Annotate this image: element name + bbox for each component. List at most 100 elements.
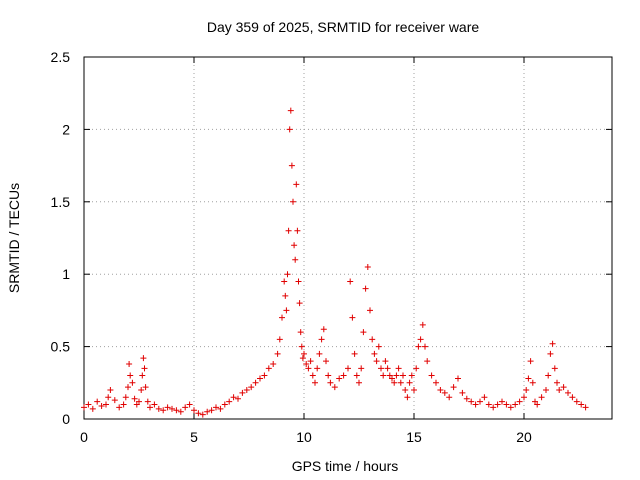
data-point xyxy=(296,300,303,307)
data-point xyxy=(270,360,277,367)
data-point xyxy=(122,394,129,401)
data-point xyxy=(127,372,134,379)
data-point xyxy=(353,372,360,379)
data-point xyxy=(378,365,384,372)
data-point xyxy=(208,407,215,414)
data-point xyxy=(316,350,323,357)
data-point xyxy=(287,107,294,114)
y-tick-label: 2 xyxy=(62,121,70,137)
data-point xyxy=(549,340,556,347)
data-point xyxy=(565,389,571,396)
data-point xyxy=(213,404,219,411)
data-point xyxy=(94,398,101,405)
data-point xyxy=(364,263,371,270)
data-point xyxy=(371,350,378,357)
data-point xyxy=(551,365,558,372)
data-point xyxy=(411,387,417,394)
data-point xyxy=(116,404,123,411)
data-point xyxy=(274,350,281,357)
data-point xyxy=(217,405,224,412)
data-point xyxy=(556,387,563,394)
data-point xyxy=(282,292,289,299)
data-point xyxy=(419,321,426,328)
data-point xyxy=(303,360,310,367)
data-point xyxy=(120,401,127,408)
data-point xyxy=(320,326,327,333)
data-point xyxy=(477,398,483,405)
data-point xyxy=(503,401,510,408)
data-point xyxy=(314,365,321,372)
data-point xyxy=(295,278,302,285)
data-point xyxy=(446,394,453,401)
data-point xyxy=(395,365,402,372)
data-point xyxy=(404,394,411,401)
data-point xyxy=(389,375,395,382)
data-point xyxy=(408,372,415,379)
data-point xyxy=(279,314,285,321)
data-point xyxy=(136,398,142,405)
data-point xyxy=(107,387,114,394)
data-point xyxy=(141,365,148,372)
data-point xyxy=(283,307,290,314)
data-point xyxy=(472,401,479,408)
data-point xyxy=(309,372,316,379)
data-point xyxy=(290,198,296,205)
data-point xyxy=(433,379,439,386)
data-point xyxy=(288,162,295,169)
data-point xyxy=(239,389,246,396)
data-point xyxy=(297,329,304,336)
data-point xyxy=(422,343,428,350)
data-point xyxy=(428,372,435,379)
y-tick-label: 1.5 xyxy=(51,194,71,210)
data-point xyxy=(349,314,356,321)
data-point xyxy=(98,402,105,409)
data-point xyxy=(521,394,527,401)
data-point xyxy=(367,307,373,314)
data-point xyxy=(336,375,343,382)
data-point xyxy=(312,379,318,386)
data-point xyxy=(331,384,338,391)
data-point xyxy=(351,350,358,357)
data-point xyxy=(507,404,514,411)
data-point xyxy=(547,350,554,357)
y-tick-label: 0 xyxy=(62,411,70,427)
y-tick-labels: 0 0.5 1 1.5 2 2.5 xyxy=(51,49,71,427)
data-point xyxy=(257,375,263,382)
data-point xyxy=(318,336,325,343)
data-point xyxy=(534,401,541,408)
data-point xyxy=(413,365,420,372)
data-point xyxy=(261,372,268,379)
data-point xyxy=(177,408,184,415)
x-tick-label: 20 xyxy=(516,429,532,445)
y-tick-label: 2.5 xyxy=(51,49,71,65)
x-tick-label: 15 xyxy=(406,429,422,445)
data-point xyxy=(373,358,380,365)
data-point xyxy=(468,398,475,405)
data-point xyxy=(85,401,92,408)
data-point xyxy=(226,398,233,405)
data-point xyxy=(459,389,466,396)
plot-frame xyxy=(83,56,613,420)
data-point xyxy=(406,379,413,386)
data-point xyxy=(252,379,259,386)
data-point xyxy=(276,336,283,343)
data-point xyxy=(186,401,193,408)
data-point xyxy=(243,387,250,394)
data-point xyxy=(325,372,332,379)
y-axis-label: SRMTID / TECUs xyxy=(6,183,22,293)
data-point xyxy=(523,387,530,394)
data-point xyxy=(527,358,534,365)
data-point xyxy=(424,358,431,365)
data-point xyxy=(347,278,354,285)
x-tick-label: 10 xyxy=(296,429,312,445)
data-point xyxy=(402,387,409,394)
data-point xyxy=(142,384,149,391)
data-point xyxy=(543,387,549,394)
data-point xyxy=(545,372,552,379)
data-point xyxy=(298,343,305,350)
data-point xyxy=(463,395,470,402)
data-point xyxy=(138,387,145,394)
data-point xyxy=(204,408,211,415)
data-point xyxy=(360,329,367,336)
data-point xyxy=(356,379,362,386)
